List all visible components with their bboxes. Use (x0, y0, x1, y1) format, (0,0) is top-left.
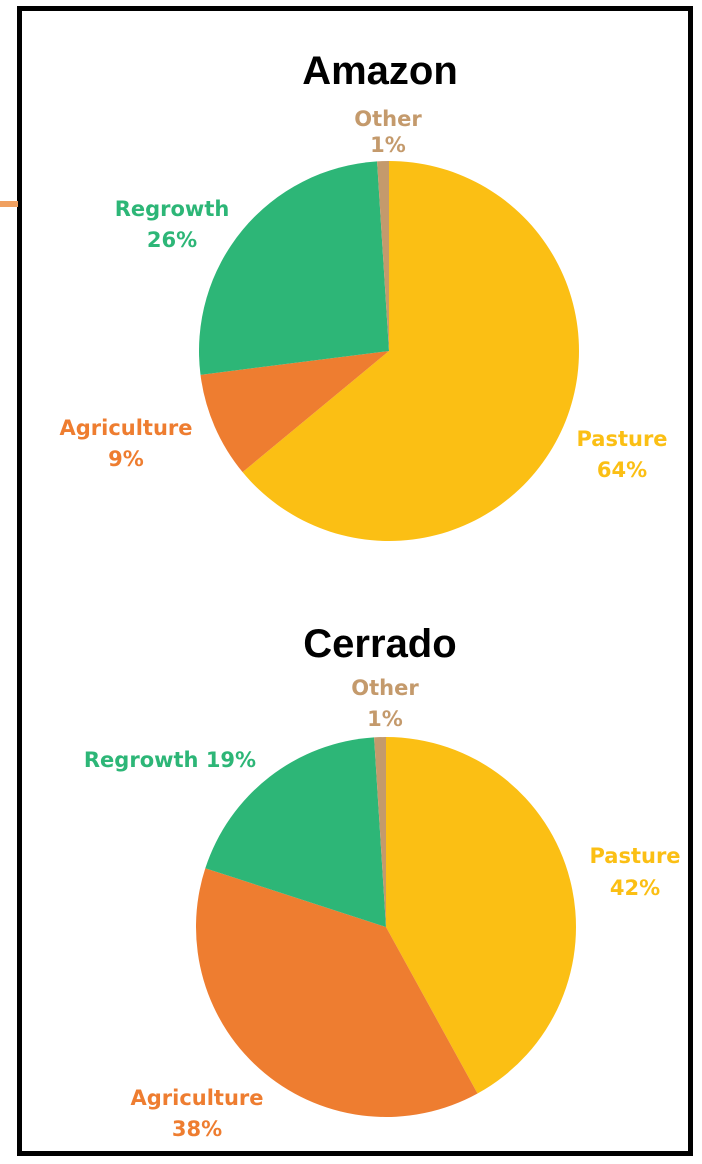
amazon-label-regrowth-name: Regrowth (115, 197, 230, 221)
pie-slice-amazon-other (377, 161, 389, 351)
cerrado-label-regrowth: Regrowth 19% (84, 748, 256, 772)
figure-frame (17, 6, 693, 1156)
cerrado-pie (196, 737, 576, 1117)
pie-slice-amazon-pasture (242, 161, 579, 542)
amazon-title: Amazon (302, 49, 458, 93)
amazon-label-regrowth-value: 26% (147, 228, 197, 252)
pie-slice-amazon-agriculture (200, 351, 389, 473)
cerrado-title: Cerrado (303, 622, 456, 666)
cerrado-label-agriculture-value: 38% (172, 1117, 222, 1141)
amazon-label-pasture-value: 64% (597, 458, 647, 482)
pie-slice-amazon-regrowth (199, 161, 389, 375)
cerrado-label-other-value: 1% (367, 707, 403, 731)
cerrado-label-agriculture-name: Agriculture (130, 1086, 263, 1110)
pie-slice-cerrado-agriculture (196, 868, 478, 1117)
pie-slice-cerrado-other (374, 737, 386, 927)
amazon-label-agriculture-value: 9% (108, 447, 144, 471)
cerrado-label-other-name: Other (351, 676, 419, 700)
amazon-label-agriculture-name: Agriculture (59, 416, 192, 440)
amazon-label-other-value: 1% (370, 133, 406, 157)
amazon-label-pasture-name: Pasture (576, 427, 667, 451)
accent-line (0, 201, 18, 207)
amazon-pie (199, 161, 579, 542)
amazon-label-other-name: Other (354, 107, 422, 131)
pie-slice-cerrado-pasture (386, 737, 576, 1094)
cerrado-label-pasture-value: 42% (610, 876, 660, 900)
cerrado-label-pasture-name: Pasture (589, 844, 680, 868)
pie-slice-cerrado-regrowth (205, 737, 386, 927)
